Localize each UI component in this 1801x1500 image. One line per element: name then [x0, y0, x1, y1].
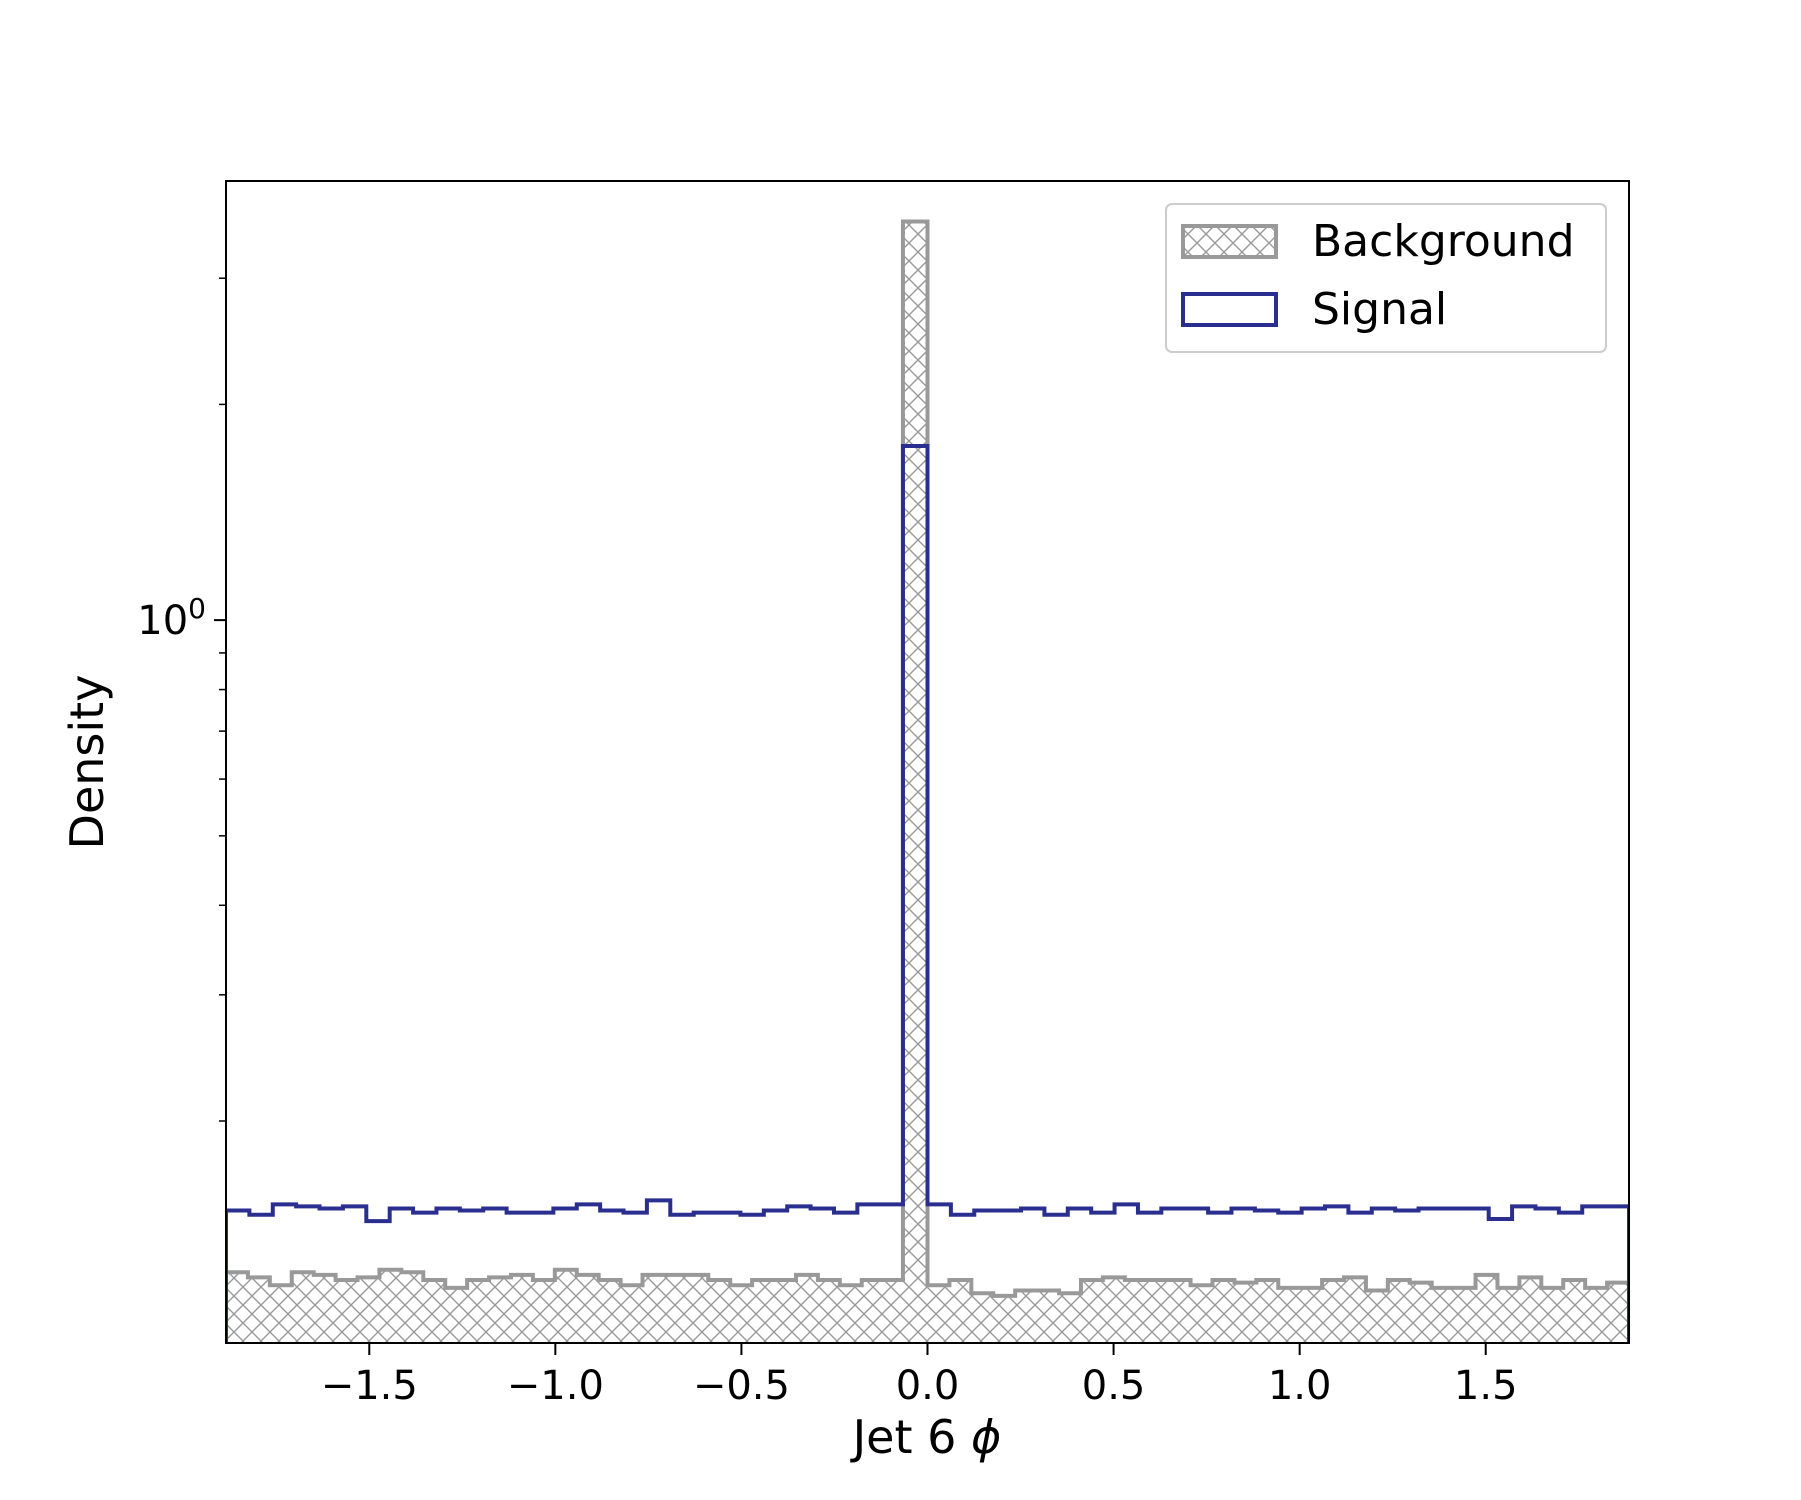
legend-signal-label: Signal — [1312, 284, 1447, 335]
x-axis: −1.5 −1.0 −0.5 0.0 0.5 1.0 1.5 — [321, 1343, 1518, 1409]
y-axis-label: Density — [60, 675, 114, 850]
y-tick-label: 100 — [137, 592, 206, 645]
x-tick-label: 1.5 — [1454, 1363, 1518, 1409]
signal-step-line — [226, 443, 1629, 1343]
x-tick-label: −1.5 — [321, 1363, 418, 1409]
legend-signal-swatch — [1181, 292, 1278, 327]
legend-background-swatch — [1181, 224, 1278, 259]
legend: Background Signal — [1165, 203, 1607, 353]
x-tick-label: 0.5 — [1082, 1363, 1146, 1409]
legend-background-label: Background — [1312, 216, 1575, 267]
x-tick-label: −0.5 — [693, 1363, 790, 1409]
x-tick-label: 1.0 — [1268, 1363, 1332, 1409]
x-tick-label: 0.0 — [896, 1363, 960, 1409]
x-tick-label: −1.0 — [507, 1363, 604, 1409]
x-axis-label: Jet 6 ϕ — [850, 1410, 1002, 1464]
plot-area — [226, 219, 1629, 1343]
y-axis: 100 — [137, 277, 226, 1122]
